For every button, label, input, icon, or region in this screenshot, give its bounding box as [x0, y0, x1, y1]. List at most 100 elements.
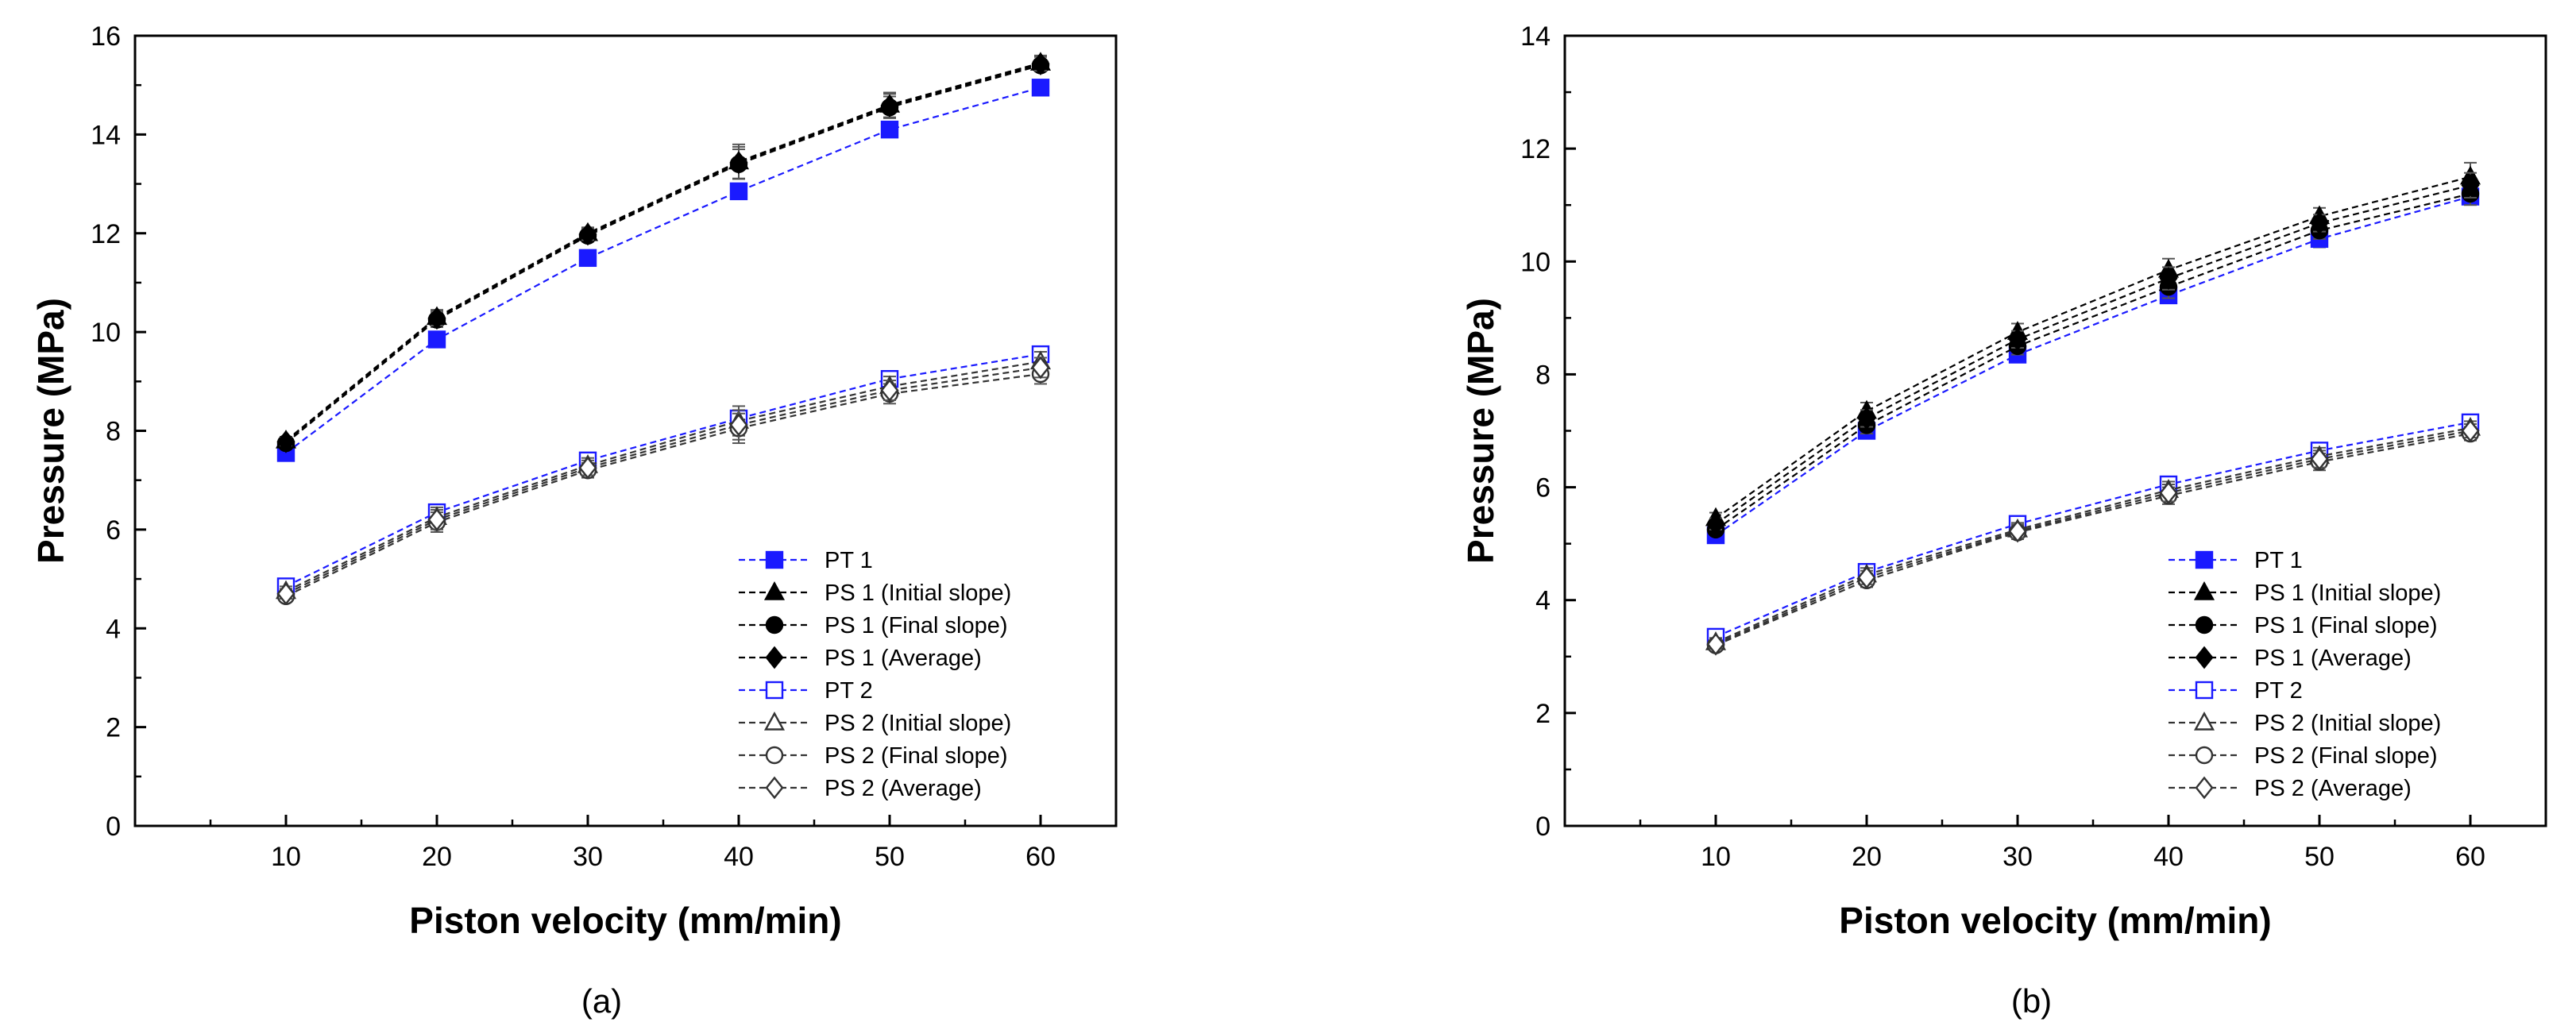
x-axis-title: Piston velocity (mm/min)	[1839, 900, 2271, 941]
series-line	[1715, 432, 2471, 646]
data-point	[578, 249, 597, 268]
data-point	[1706, 512, 1725, 536]
legend-label: PS 2 (Average)	[2254, 776, 2412, 801]
series-line	[1715, 184, 2471, 525]
y-tick-label: 0	[106, 812, 121, 842]
legend-marker	[2195, 746, 2214, 765]
data-point	[1031, 79, 1050, 97]
series-line	[285, 372, 1041, 597]
series-pt-1	[276, 79, 1050, 462]
plot-frame	[133, 34, 1118, 827]
series-line	[285, 87, 1041, 454]
data-point	[2461, 173, 2480, 197]
data-point	[880, 379, 899, 402]
x-tick-label: 20	[422, 842, 452, 872]
series-pt-1	[1706, 187, 2480, 545]
legend-marker	[765, 776, 784, 800]
data-point	[2461, 419, 2480, 442]
legend-marker	[763, 712, 786, 731]
series-ps-1-initial-slope	[1705, 161, 2481, 526]
chart-a: 0 2 4 6 8 10 12 14 16 10 20 30 40 50 60 Piston velocity…	[30, 21, 1118, 1020]
legend-marker	[765, 646, 784, 669]
y-tick-label: 12	[91, 219, 121, 249]
data-point	[880, 120, 899, 139]
y-tick-label: 6	[1535, 473, 1551, 503]
legend-label: PT 1	[825, 548, 873, 573]
x-tick-label: 40	[2153, 842, 2184, 872]
data-point	[2310, 447, 2329, 471]
legend-marker	[2195, 776, 2214, 800]
y-tick-label: 8	[106, 417, 121, 447]
y-tick-label: 14	[91, 120, 121, 150]
legend-label: PS 1 (Initial slope)	[2254, 580, 2441, 606]
series-line	[285, 361, 1041, 592]
x-tick-label: 10	[1701, 842, 1731, 872]
data-point	[276, 430, 295, 453]
legend-label: PT 1	[2254, 548, 2303, 573]
legend-label: PS 1 (Initial slope)	[825, 580, 1011, 606]
x-axis-title: Piston velocity (mm/min)	[409, 900, 841, 941]
legend-marker	[2195, 615, 2214, 634]
data-point	[1031, 356, 1050, 380]
series-line	[285, 366, 1041, 595]
y-tick-label: 4	[106, 614, 121, 644]
y-tick-label: 2	[1535, 699, 1551, 729]
legend-label: PS 2 (Final slope)	[2254, 743, 2438, 769]
data-point	[729, 413, 748, 437]
legend-marker	[2193, 581, 2215, 600]
series-line	[1715, 192, 2471, 530]
data-point	[1031, 52, 1050, 75]
legend-label: PS 2 (Initial slope)	[825, 711, 1011, 736]
data-point	[729, 151, 748, 175]
legend-marker	[765, 550, 784, 569]
legend-marker	[763, 581, 786, 600]
data-point	[729, 182, 748, 201]
series-line	[1715, 195, 2471, 536]
series-ps-1-average	[1706, 172, 2480, 536]
data-point	[578, 222, 597, 246]
y-tick-label: 8	[1535, 360, 1551, 390]
y-tick-label: 2	[106, 713, 121, 743]
y-axis-title: Pressure (MPa)	[30, 298, 71, 564]
data-point	[427, 307, 446, 330]
data-point	[1857, 407, 1876, 430]
x-tick-label: 50	[875, 842, 905, 872]
series-line	[1715, 421, 2471, 638]
series-line	[285, 63, 1041, 443]
y-tick-label: 14	[1520, 21, 1551, 52]
y-axis-title: Pressure (MPa)	[1460, 298, 1501, 564]
x-tick-label: 10	[271, 842, 301, 872]
x-tick-label: 60	[2455, 842, 2485, 872]
series-line	[1715, 176, 2471, 519]
data-point	[2008, 519, 2027, 543]
series-ps-2-average	[1706, 419, 2480, 656]
legend-marker	[765, 746, 784, 765]
legend-label: PS 2 (Final slope)	[825, 743, 1008, 769]
legend-marker	[2195, 550, 2214, 569]
data-point	[1706, 632, 1725, 656]
x-tick-label: 20	[1852, 842, 1882, 872]
legend-marker	[2195, 681, 2214, 700]
series-ps-2-average	[276, 356, 1050, 606]
y-tick-label: 10	[1520, 247, 1551, 277]
data-point	[2159, 481, 2178, 505]
series-line	[1715, 430, 2471, 646]
y-tick-label: 16	[91, 21, 121, 52]
y-tick-label: 6	[106, 515, 121, 546]
x-tick-label: 50	[2304, 842, 2335, 872]
x-tick-label: 30	[2002, 842, 2033, 872]
series-ps-2-final-slope	[276, 363, 1050, 606]
legend-marker	[2195, 646, 2214, 669]
x-tick-label: 60	[1025, 842, 1056, 872]
legend-marker	[765, 681, 784, 700]
data-point	[880, 94, 899, 118]
x-tick-label: 40	[724, 842, 754, 872]
series-ps-1-final-slope	[1706, 181, 2480, 539]
series-ps-1-average	[276, 52, 1050, 453]
series-line	[285, 353, 1041, 588]
series-ps-1-final-slope	[276, 56, 1050, 453]
legend-label: PT 2	[2254, 678, 2303, 704]
y-tick-label: 12	[1520, 134, 1551, 164]
legend-marker	[765, 615, 784, 634]
series-line	[1715, 426, 2471, 644]
